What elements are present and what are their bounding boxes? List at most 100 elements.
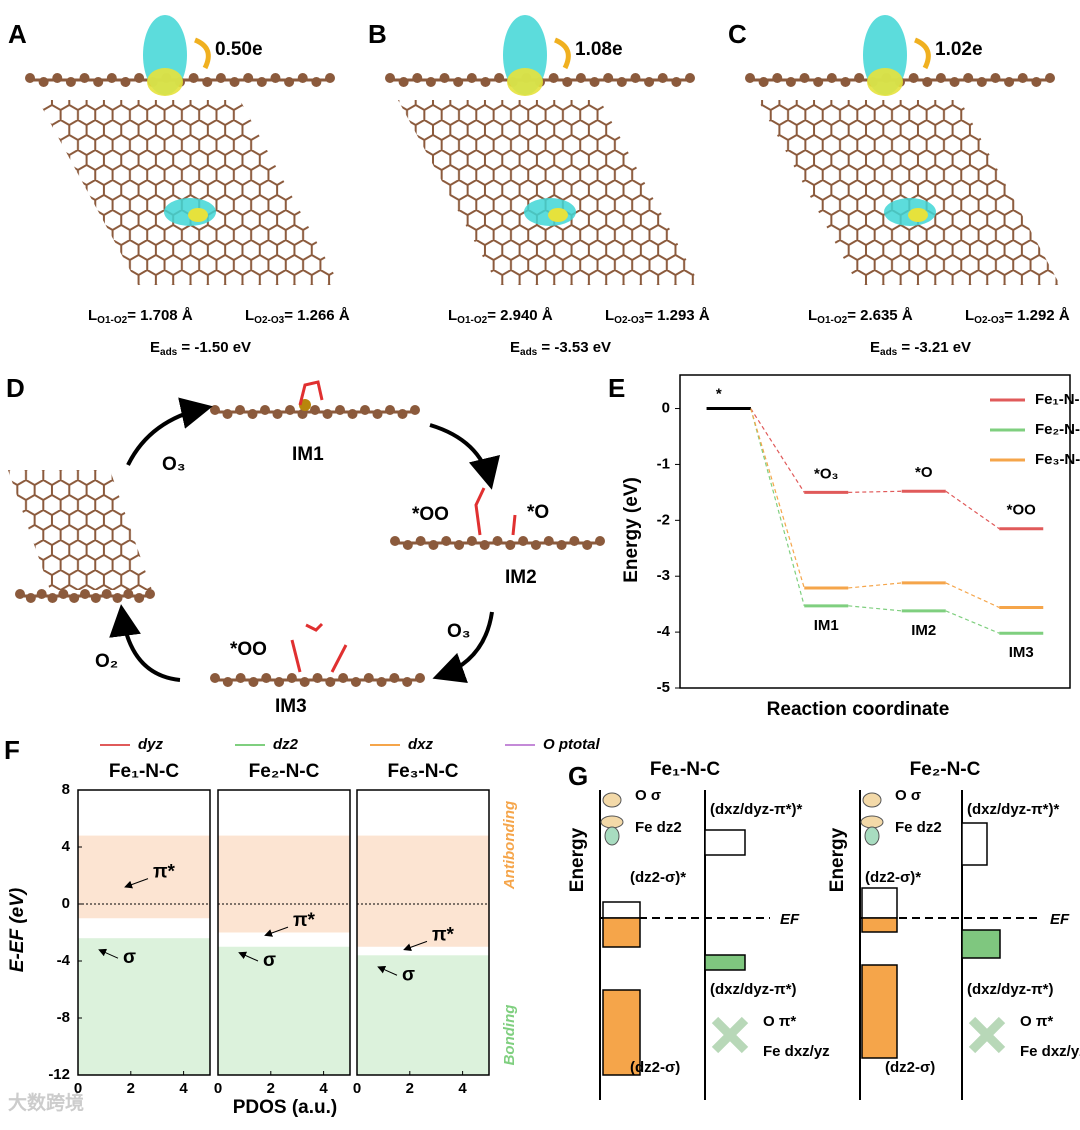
ozone xyxy=(290,622,348,673)
label: = 2.635 Å xyxy=(847,307,913,324)
y-axis-label: E-EF (eV) xyxy=(7,888,28,972)
orbital-label: (dz2-σ) xyxy=(885,1059,935,1076)
label: = 1.266 Å xyxy=(284,307,350,324)
atom xyxy=(134,593,145,603)
transfer-arrow xyxy=(553,37,571,70)
label: L xyxy=(965,307,974,324)
atom xyxy=(616,77,627,87)
atom xyxy=(439,73,450,83)
label: = 1.292 Å xyxy=(1004,307,1070,324)
annotation-arrow xyxy=(377,966,398,976)
atom xyxy=(582,540,593,550)
graphene-top xyxy=(398,100,700,285)
y-tick-label: -4 xyxy=(57,952,71,969)
subscript: O2-O3 xyxy=(974,315,1004,326)
y-tick-label: 8 xyxy=(62,781,70,798)
charge-density xyxy=(188,208,208,222)
atom xyxy=(235,673,246,683)
atom xyxy=(15,589,25,599)
species: *OO xyxy=(412,504,449,525)
atom xyxy=(402,677,413,687)
antibonding-region xyxy=(78,835,210,919)
atom xyxy=(505,540,516,550)
atom xyxy=(36,589,47,599)
panel-label: G xyxy=(568,761,588,791)
transfer-arrow xyxy=(913,37,931,70)
ozone xyxy=(474,487,517,536)
atom xyxy=(79,73,90,83)
orbital-level xyxy=(602,901,641,919)
connector xyxy=(945,490,1000,530)
atom xyxy=(453,77,464,87)
charge-density xyxy=(507,68,543,96)
subscript: O2-O3 xyxy=(254,315,284,326)
panel-label: E xyxy=(608,373,625,403)
x-tick-label: 2 xyxy=(267,1080,275,1097)
x-axis-label: PDOS (a.u.) xyxy=(233,1097,338,1118)
orbital-label: (dxz/dyz-π*) xyxy=(967,981,1053,998)
label-group: LO2-O3= 1.293 Å xyxy=(605,307,710,326)
column-title: Fe₂-N-C xyxy=(910,759,981,780)
y-tick-label: -3 xyxy=(657,567,670,584)
connector xyxy=(945,610,1000,634)
x-tick-label: 2 xyxy=(406,1080,414,1097)
atom xyxy=(644,77,655,87)
atom xyxy=(215,73,226,83)
orbital-level xyxy=(861,964,898,1059)
atom xyxy=(210,405,220,415)
atom xyxy=(385,73,395,83)
bonding-region xyxy=(78,938,210,1075)
panel-label: C xyxy=(728,19,747,49)
watermark: 大数跨境 xyxy=(8,1091,84,1114)
legend-label: Fe₂-N-C xyxy=(1035,421,1080,438)
y-tick-label: 4 xyxy=(62,838,71,855)
atom xyxy=(1017,73,1028,83)
atom xyxy=(976,77,987,87)
charge-density xyxy=(867,68,903,96)
x-axis-label: Reaction coordinate xyxy=(767,699,950,720)
atom xyxy=(1045,73,1055,83)
label: L xyxy=(88,307,97,324)
atom xyxy=(52,73,63,83)
charge-density xyxy=(908,208,928,222)
graphene-top xyxy=(38,100,340,285)
atom xyxy=(990,73,1001,83)
atom xyxy=(260,405,270,415)
label-group: LO1-O2= 1.708 Å xyxy=(88,307,193,326)
annotation-arrow xyxy=(264,926,289,937)
subplot-title: Fe₂-N-C xyxy=(249,761,320,782)
species: *OO xyxy=(230,639,267,660)
label: E xyxy=(870,339,880,356)
atom xyxy=(310,405,320,415)
subplot-title: Fe₁-N-C xyxy=(109,761,179,782)
atom xyxy=(229,77,240,87)
orbital-level xyxy=(861,887,898,919)
atom xyxy=(390,536,400,546)
orbital-label: O σ xyxy=(895,787,921,804)
label: E xyxy=(150,339,160,356)
atom xyxy=(270,73,281,83)
atom xyxy=(785,77,796,87)
atom xyxy=(322,409,333,419)
orbital-icon xyxy=(860,815,884,829)
cycle-arrow xyxy=(432,611,494,684)
plot-frame xyxy=(356,789,490,1076)
label: E xyxy=(510,339,520,356)
atom xyxy=(397,409,408,419)
y-tick-label: -8 xyxy=(57,1009,70,1026)
atom xyxy=(311,77,322,87)
atom xyxy=(347,409,358,419)
orbital-label: O π* xyxy=(1020,1013,1053,1030)
plot-frame xyxy=(77,789,211,1076)
connector xyxy=(848,582,902,589)
orbital-icon xyxy=(600,815,624,829)
subscript: ads xyxy=(160,347,178,358)
orbital-label: (dxz/dyz-π*)* xyxy=(710,801,802,818)
atom xyxy=(589,77,600,87)
atom xyxy=(428,540,439,550)
category-label: IM3 xyxy=(1009,644,1034,661)
charge-density xyxy=(147,68,183,96)
atom xyxy=(494,73,505,83)
cycle-arrow xyxy=(429,423,500,490)
